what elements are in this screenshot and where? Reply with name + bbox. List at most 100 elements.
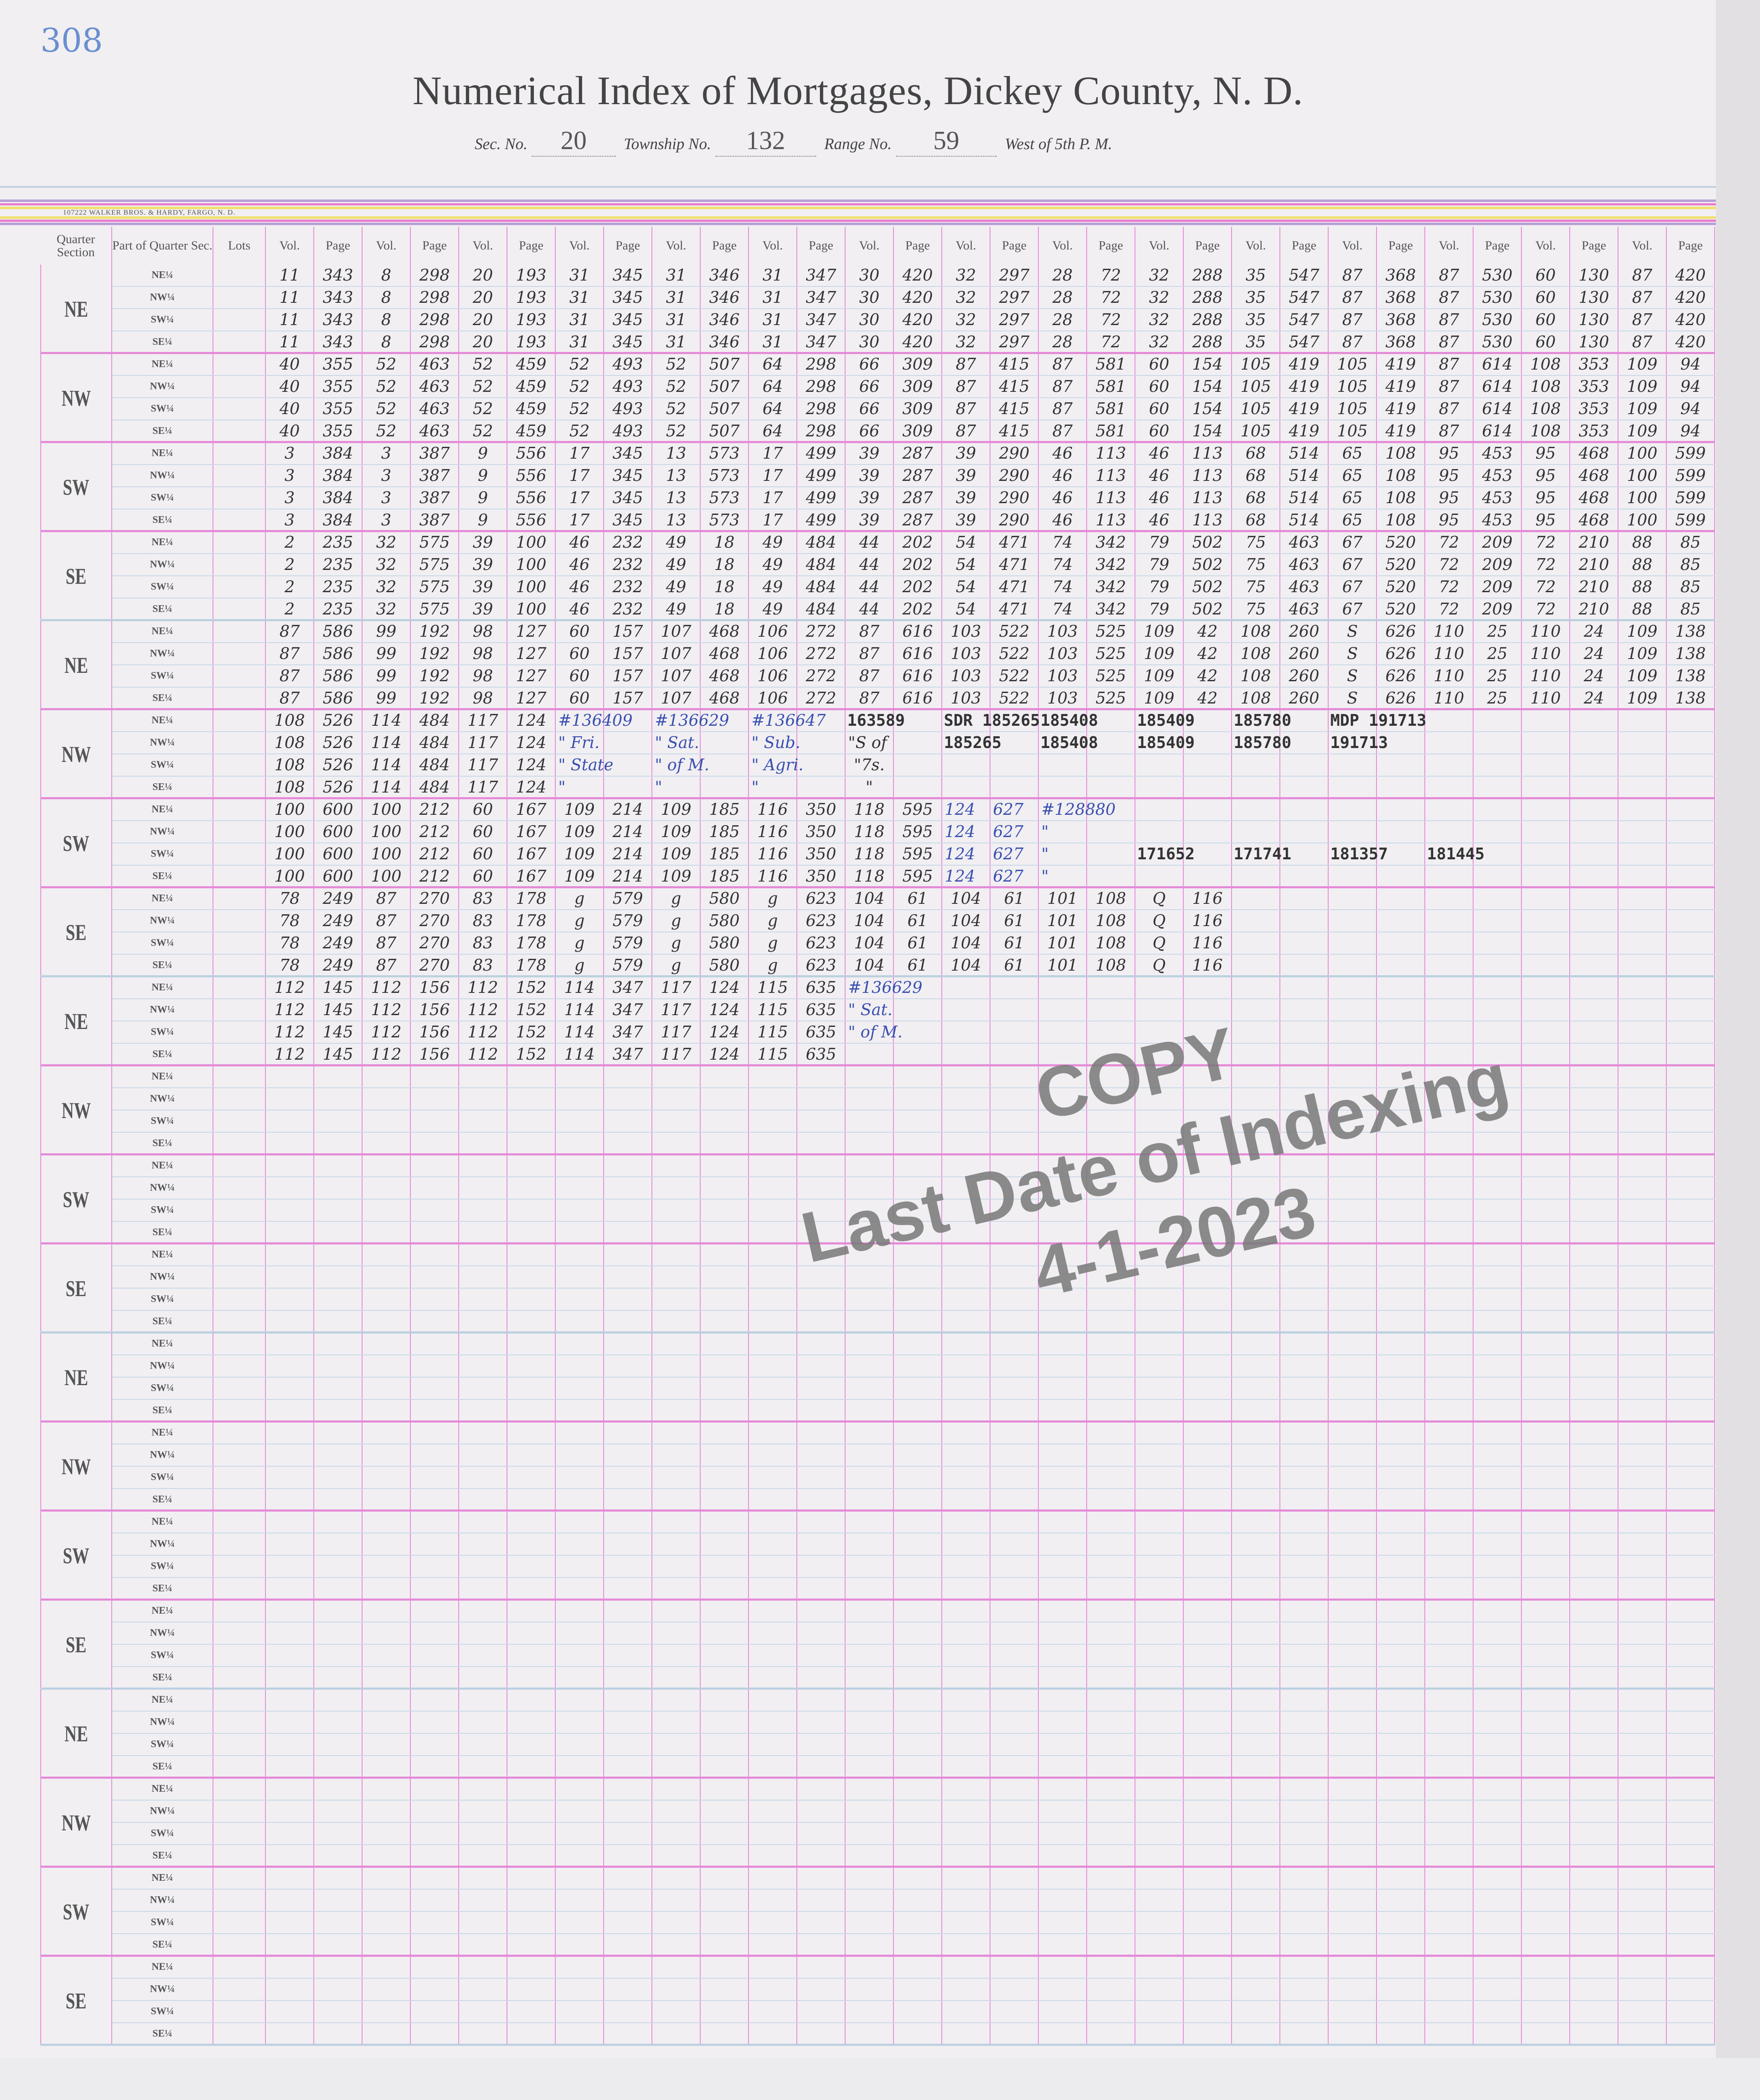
vol-cell: 105 xyxy=(1329,398,1377,420)
vol-cell xyxy=(1039,1066,1087,1087)
page-cell xyxy=(314,1266,363,1288)
lots-cell xyxy=(213,688,266,709)
lots-cell xyxy=(213,777,266,798)
page-cell xyxy=(797,1266,846,1288)
page-cell: 298 xyxy=(797,354,846,375)
quarter-section-text: SW xyxy=(63,1543,90,1568)
vol-cell xyxy=(1522,1890,1570,1911)
page-cell: 124 xyxy=(507,710,556,731)
page-cell xyxy=(1377,977,1425,998)
vol-cell: 44 xyxy=(846,554,894,575)
vol-cell: 32 xyxy=(942,331,990,353)
quarter-section-label: SE xyxy=(40,888,112,977)
vol-cell: S xyxy=(1329,688,1377,709)
page-cell: 138 xyxy=(1667,621,1715,642)
vol-cell: 49 xyxy=(652,598,701,620)
vol-cell xyxy=(363,1645,411,1666)
vol-cell xyxy=(1039,1177,1087,1199)
page-cell xyxy=(1570,1333,1618,1354)
vol-cell: 52 xyxy=(459,376,507,397)
page-cell: 556 xyxy=(507,443,556,464)
page-cell xyxy=(1377,1845,1425,1866)
page-cell: 626 xyxy=(1377,643,1425,664)
vol-cell: 108 xyxy=(1232,665,1280,687)
vol-cell: 100 xyxy=(266,821,314,843)
vol-cell: 60 xyxy=(556,665,604,687)
vol-cell xyxy=(1135,1956,1184,1978)
lots-cell xyxy=(213,1177,266,1199)
page-cell xyxy=(1377,1378,1425,1399)
vol-cell: 87 xyxy=(1039,420,1087,442)
vol-cell xyxy=(1522,1467,1570,1488)
page-cell: 152 xyxy=(507,999,556,1021)
page-cell: 453 xyxy=(1474,443,1522,464)
vol-cell xyxy=(1618,1266,1667,1288)
vol-cell xyxy=(1329,1489,1377,1510)
page-cell xyxy=(507,1778,556,1800)
page-cell xyxy=(507,1645,556,1666)
vol-cell xyxy=(363,1266,411,1288)
page-cell xyxy=(1377,1266,1425,1288)
page-cell: 459 xyxy=(507,420,556,442)
vol-cell xyxy=(846,1511,894,1533)
page-cell xyxy=(990,1266,1039,1288)
vol-cell: 39 xyxy=(942,443,990,464)
quarter-section-text: SE xyxy=(66,1632,87,1657)
page-cell xyxy=(1184,1489,1232,1510)
page-cell: 25 xyxy=(1474,643,1522,664)
vol-cell xyxy=(942,1667,990,1688)
page-cell: 556 xyxy=(507,465,556,486)
vol-cell xyxy=(556,1867,604,1889)
vol-cell: 40 xyxy=(266,398,314,420)
ledger-row: SE¼ xyxy=(112,1489,1715,1511)
vol-cell xyxy=(1425,1890,1474,1911)
vol-cell: g xyxy=(556,910,604,932)
vol-cell xyxy=(1425,1110,1474,1132)
vol-cell: 108 xyxy=(1522,354,1570,375)
page-cell xyxy=(1087,2023,1135,2045)
vol-cell xyxy=(1135,1244,1184,1265)
vol-cell xyxy=(556,1110,604,1132)
ledger-row: NW¼ 78 249 87 270 83 178 g 579 g 580 g 623 104 61 104 61… xyxy=(112,910,1715,932)
vol-cell xyxy=(1618,1222,1667,1243)
vol-cell: 116 xyxy=(749,799,797,820)
page-cell xyxy=(1280,1066,1329,1087)
page-cell: 116 xyxy=(1184,955,1232,976)
page-cell xyxy=(1377,932,1425,954)
page-cell xyxy=(507,1378,556,1399)
part-of-quarter-label: SW¼ xyxy=(112,398,213,420)
part-of-quarter-label: NW¼ xyxy=(112,910,213,932)
page-cell xyxy=(314,1934,363,1956)
vol-cell: 118 xyxy=(846,866,894,887)
vol-cell: 46 xyxy=(1039,443,1087,464)
vol-cell: "7s. xyxy=(846,754,894,776)
vol-cell: 52 xyxy=(556,376,604,397)
vol-cell: 87 xyxy=(363,910,411,932)
page-cell: 526 xyxy=(314,732,363,753)
page-cell xyxy=(507,1088,556,1110)
ledger-page: 308 Numerical Index of Mortgages, Dickey… xyxy=(0,22,1716,2046)
vol-cell: 2 xyxy=(266,598,314,620)
page-cell: 616 xyxy=(894,688,942,709)
vol-cell: 28 xyxy=(1039,309,1087,331)
page-cell xyxy=(1377,1645,1425,1666)
vol-cell xyxy=(1618,799,1667,820)
page-cell xyxy=(1667,932,1715,954)
vol-cell xyxy=(1232,1845,1280,1866)
vol-cell: 46 xyxy=(556,554,604,575)
page-cell: 270 xyxy=(411,955,459,976)
lots-cell xyxy=(213,1801,266,1822)
page-cell xyxy=(1570,1177,1618,1199)
page-cell xyxy=(314,1778,363,1800)
page-cell xyxy=(1570,1021,1618,1043)
vol-cell: 49 xyxy=(652,532,701,553)
page-cell xyxy=(1184,821,1232,843)
page-cell: 345 xyxy=(604,309,652,331)
vol-cell xyxy=(363,1311,411,1332)
page-cell xyxy=(604,1801,652,1822)
vol-cell xyxy=(1329,1645,1377,1666)
vol-cell: 112 xyxy=(266,1021,314,1043)
page-cell xyxy=(701,1801,749,1822)
vol-cell: 163589 xyxy=(846,710,905,731)
vol-cell xyxy=(1425,1823,1474,1844)
